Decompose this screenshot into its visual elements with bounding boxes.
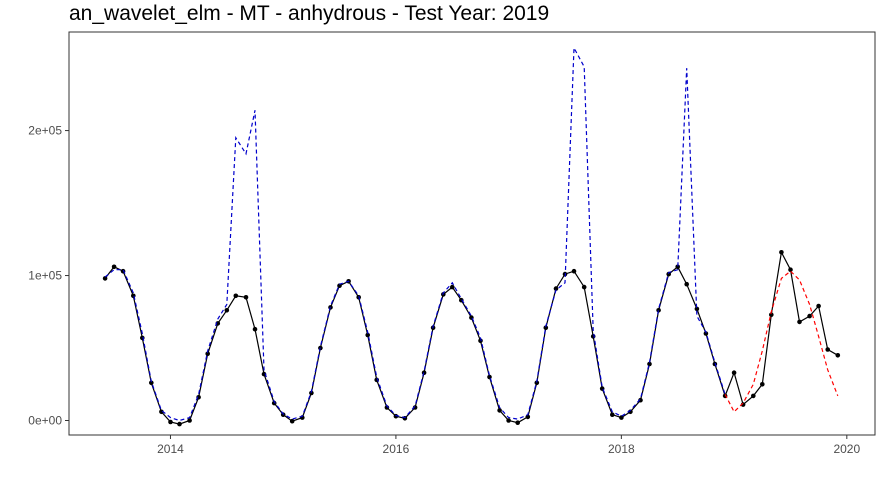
y-tick-label: 1e+05: [28, 269, 62, 283]
data-point: [187, 418, 192, 423]
data-point: [543, 325, 549, 331]
x-tick-label: 2016: [383, 442, 410, 456]
data-point: [666, 271, 671, 277]
chart-title: an_wavelet_elm - MT - anhydrous - Test Y…: [69, 2, 550, 25]
data-point: [553, 286, 559, 291]
data-point: [684, 281, 689, 287]
data-point: [779, 250, 784, 255]
data-point: [337, 283, 342, 289]
data-point: [694, 306, 700, 312]
data-point: [638, 397, 643, 403]
x-tick-label: 2018: [608, 442, 635, 456]
series-layer: [102, 45, 841, 427]
data-point: [450, 284, 455, 290]
data-point: [610, 412, 615, 418]
data-point: [703, 331, 709, 336]
data-point: [731, 370, 737, 376]
data-point: [816, 303, 821, 309]
data-point: [835, 353, 841, 358]
plot-panel-border: [68, 31, 876, 436]
series-line-1: [104, 250, 839, 425]
data-point: [365, 332, 371, 338]
data-point: [675, 264, 680, 270]
data-point: [280, 412, 286, 418]
axis-layer: 2014 2016 2018 2020 0e+00 1e+05 2e+05: [28, 124, 860, 456]
data-point: [309, 390, 314, 396]
data-point: [252, 326, 258, 332]
data-point: [412, 405, 418, 410]
data-point: [515, 420, 520, 426]
x-tick-label: 2020: [833, 442, 860, 456]
data-point: [769, 312, 774, 318]
data-point: [751, 393, 756, 399]
y-tick-label: 0e+00: [28, 414, 62, 428]
data-point: [111, 264, 117, 270]
data-point: [647, 361, 652, 367]
data-point: [656, 308, 661, 313]
data-point: [581, 284, 587, 290]
data-point: [506, 418, 511, 423]
data-point: [149, 380, 154, 386]
data-point: [788, 267, 793, 273]
data-point: [289, 418, 295, 424]
data-point: [478, 338, 483, 344]
y-tick-label: 2e+05: [28, 124, 62, 138]
data-point: [233, 293, 239, 299]
data-point: [590, 334, 596, 339]
data-point: [102, 276, 108, 281]
data-point: [825, 347, 830, 352]
data-point: [571, 268, 577, 274]
data-point: [243, 295, 249, 300]
x-tick-label: 2014: [157, 442, 184, 456]
data-point: [487, 374, 492, 380]
data-point: [271, 400, 277, 406]
series-line-3: [724, 270, 839, 413]
data-point: [393, 413, 399, 419]
data-point: [534, 380, 540, 386]
data-point: [807, 313, 812, 319]
data-point: [177, 421, 182, 427]
series-line-2: [104, 45, 726, 422]
data-point: [760, 382, 765, 387]
data-point: [168, 419, 173, 425]
data-point: [619, 415, 624, 420]
data-point: [205, 351, 210, 357]
data-point: [797, 319, 802, 325]
data-point: [224, 308, 230, 313]
data-point: [497, 408, 502, 413]
